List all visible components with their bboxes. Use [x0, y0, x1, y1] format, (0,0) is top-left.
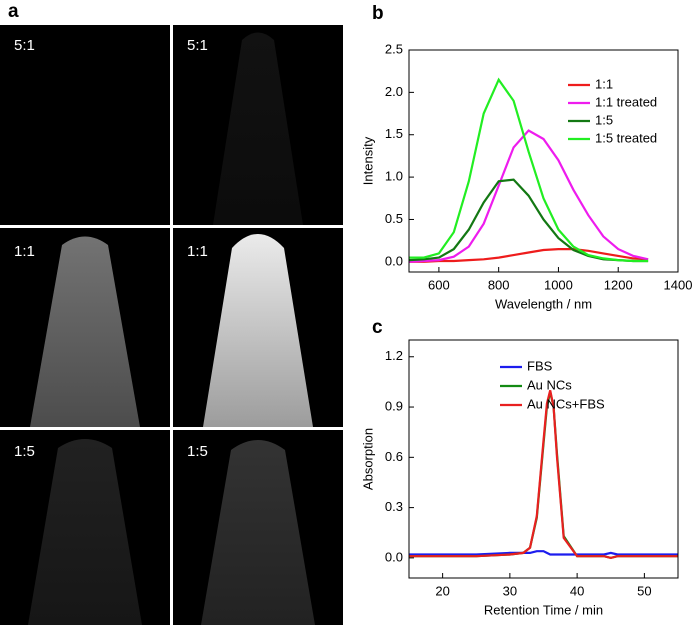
y-tick-label: 1.2: [385, 348, 403, 363]
image-label: 1:1: [187, 243, 208, 260]
y-tick-label: 2.5: [385, 41, 403, 56]
y-tick-label: 0.0: [385, 549, 403, 564]
panel-label: c: [372, 317, 383, 338]
image-label: 1:5: [187, 443, 208, 460]
image-label: 5:1: [14, 37, 35, 54]
panel-label: a: [8, 1, 19, 22]
y-tick-label: 0.9: [385, 398, 403, 413]
legend-label: Au NCs+FBS: [527, 396, 605, 411]
y-tick-label: 1.5: [385, 126, 403, 141]
y-axis-label: Absorption: [360, 428, 375, 490]
legend-label: Au NCs: [527, 377, 572, 392]
x-tick-label: 40: [570, 583, 584, 598]
legend-label: 1:1: [595, 76, 613, 91]
panel-label: b: [372, 3, 384, 24]
x-tick-label: 800: [488, 277, 510, 292]
legend-label: 1:5: [595, 112, 613, 127]
y-tick-label: 1.0: [385, 169, 403, 184]
y-tick-label: 2.0: [385, 84, 403, 99]
image-label: 1:5: [14, 443, 35, 460]
y-tick-label: 0.6: [385, 449, 403, 464]
series-line: [409, 248, 649, 263]
plot-frame: [408, 339, 679, 579]
x-tick-label: 1400: [664, 277, 693, 292]
series-line: [409, 550, 678, 556]
series-line: [409, 77, 649, 263]
series-line: [408, 129, 649, 263]
legend-label: 1:1 treated: [595, 94, 657, 109]
x-tick-label: 600: [428, 277, 450, 292]
x-tick-label: 1200: [604, 277, 633, 292]
y-tick-label: 0.3: [385, 499, 403, 514]
x-tick-label: 50: [637, 583, 651, 598]
image-label: 1:1: [14, 243, 35, 260]
y-axis-label: Intensity: [360, 136, 375, 185]
x-axis-label: Wavelength / nm: [495, 296, 592, 311]
series-line: [409, 390, 678, 560]
x-tick-label: 1000: [544, 277, 573, 292]
x-tick-label: 30: [503, 583, 517, 598]
legend-label: 1:5 treated: [595, 130, 657, 145]
x-tick-label: 20: [435, 583, 449, 598]
image-grid: 5:1 5:1 1:1 1:1 1:5 1:5: [0, 25, 343, 625]
y-tick-label: 0.0: [385, 253, 403, 268]
series-line: [408, 178, 649, 263]
x-axis-label: Retention Time / min: [484, 602, 603, 617]
y-tick-label: 0.5: [385, 211, 403, 226]
legend-label: FBS: [527, 358, 553, 373]
plot-frame: [408, 49, 679, 273]
image-label: 5:1: [187, 37, 208, 54]
series-line: [409, 391, 678, 560]
